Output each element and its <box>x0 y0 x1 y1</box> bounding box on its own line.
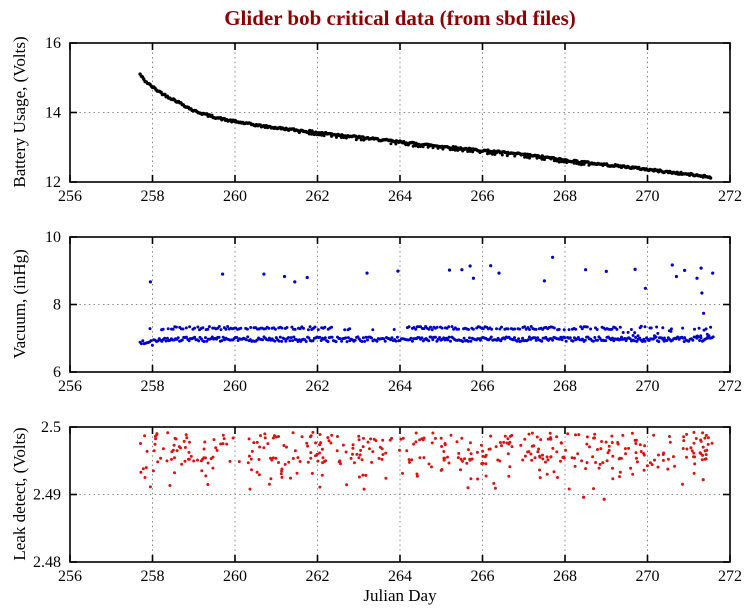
x-tick-label: 262 <box>306 568 330 585</box>
x-tick-label: 262 <box>306 378 330 395</box>
axes-box <box>69 42 731 183</box>
ylabel-leak-detect: Leak detect, (Volts) <box>10 427 29 561</box>
x-tick-label: 258 <box>141 188 165 205</box>
axes-box <box>69 236 731 373</box>
y-tick-label: 2.49 <box>33 487 61 504</box>
battery-usage-subplot: 256 258 260 262 264 266 268 270 272 12 14 16 <box>45 35 742 205</box>
x-tick-label: 266 <box>471 378 495 395</box>
x-tick-label: 270 <box>636 188 660 205</box>
axes-box <box>69 426 731 563</box>
x-tick-label: 268 <box>553 378 577 395</box>
y-tick-label: 2.48 <box>33 554 61 571</box>
x-tick-label: 264 <box>388 188 412 205</box>
leak-detect-series <box>139 430 714 501</box>
x-tick-label: 268 <box>553 568 577 585</box>
tick-labels: 256 258 260 262 264 266 268 270 272 6 8 10 <box>45 229 742 395</box>
x-tick-label: 258 <box>141 378 165 395</box>
tick-labels: 256 258 260 262 264 266 268 270 272 2.48 2.49 2.5 <box>33 419 742 585</box>
x-tick-label: 266 <box>471 568 495 585</box>
x-tick-label: 266 <box>471 188 495 205</box>
leak-detect-subplot: 256 258 260 262 264 266 268 270 272 2.48 2.49 2.5 <box>33 419 742 585</box>
x-tick-label: 260 <box>223 188 247 205</box>
y-tick-label: 6 <box>53 364 61 381</box>
ylabel-battery-usage: Battery Usage, (Volts) <box>10 36 29 188</box>
x-tick-label: 272 <box>718 378 742 395</box>
vacuum-series <box>138 255 715 347</box>
grid-lines <box>70 43 730 182</box>
x-tick-label: 256 <box>58 568 82 585</box>
y-tick-label: 8 <box>53 297 61 314</box>
x-tick-label: 272 <box>718 188 742 205</box>
grid-lines <box>70 427 730 562</box>
x-tick-label: 272 <box>718 568 742 585</box>
vacuum-subplot: 256 258 260 262 264 266 268 270 272 6 8 10 <box>45 229 742 395</box>
xlabel-julian-day: Julian Day <box>363 586 437 605</box>
x-tick-label: 264 <box>388 378 412 395</box>
x-tick-label: 260 <box>223 378 247 395</box>
y-tick-label: 14 <box>45 105 61 122</box>
y-tick-label: 16 <box>45 35 61 52</box>
y-tick-label: 10 <box>45 229 61 246</box>
y-tick-label: 2.5 <box>41 419 61 436</box>
ylabel-vacuum: Vacuum, (inHg) <box>10 249 29 359</box>
x-tick-label: 256 <box>58 378 82 395</box>
y-tick-label: 12 <box>45 174 61 191</box>
x-tick-label: 260 <box>223 568 247 585</box>
grid-lines <box>70 237 730 372</box>
x-tick-label: 270 <box>636 378 660 395</box>
x-tick-label: 264 <box>388 568 412 585</box>
battery-usage-series <box>138 72 713 180</box>
tick-labels: 256 258 260 262 264 266 268 270 272 12 14 16 <box>45 35 742 205</box>
x-tick-label: 262 <box>306 188 330 205</box>
chart-title: Glider bob critical data (from sbd files… <box>224 6 576 30</box>
x-tick-label: 256 <box>58 188 82 205</box>
x-tick-label: 268 <box>553 188 577 205</box>
x-tick-label: 258 <box>141 568 165 585</box>
x-tick-label: 270 <box>636 568 660 585</box>
